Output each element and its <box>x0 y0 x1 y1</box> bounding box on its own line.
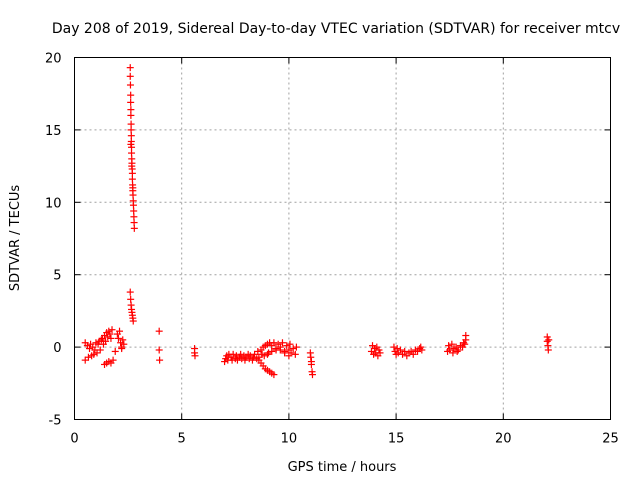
data-point <box>232 352 240 360</box>
y-tick-label: 0 <box>53 341 61 356</box>
data-point <box>108 326 116 334</box>
data-point <box>155 327 163 335</box>
data-point <box>286 340 294 348</box>
data-point <box>156 356 164 364</box>
y-tick-label: -5 <box>49 414 62 429</box>
data-point <box>119 336 127 344</box>
data-point <box>270 371 278 379</box>
data-point <box>281 349 289 357</box>
data-point <box>461 340 469 348</box>
data-point <box>291 350 299 358</box>
data-point <box>270 339 278 347</box>
y-axis-label: SDTVAR / TECUs <box>8 185 23 292</box>
tick-labels: 0 5 10 15 20 25 -5 0 5 10 15 20 <box>45 52 619 447</box>
data-point <box>278 339 286 347</box>
grid-lines <box>74 57 611 420</box>
data-point <box>292 343 300 351</box>
data-point <box>107 334 115 342</box>
data-point <box>272 345 280 353</box>
data-point <box>393 345 401 353</box>
data-point <box>449 349 457 357</box>
y-tick-label: 15 <box>45 124 62 139</box>
data-point <box>84 353 92 361</box>
x-tick-label: 5 <box>178 432 186 447</box>
data-point <box>445 342 453 350</box>
data-point <box>396 346 404 354</box>
data-point <box>268 347 276 355</box>
data-point <box>127 140 135 148</box>
data-point <box>289 345 297 353</box>
data-point <box>96 346 104 354</box>
x-axis-label: GPS time / hours <box>288 460 397 475</box>
data-point <box>106 330 114 338</box>
data-point <box>118 345 126 353</box>
data-point <box>401 347 409 355</box>
data-point <box>246 352 254 360</box>
data-point <box>260 352 268 360</box>
data-point <box>454 346 462 354</box>
data-point <box>453 347 461 355</box>
data-point <box>545 336 553 344</box>
data-point <box>126 72 134 80</box>
data-point <box>127 111 135 119</box>
data-point <box>97 336 105 344</box>
data-point <box>390 343 398 351</box>
data-point <box>127 91 135 99</box>
data-point <box>276 346 284 354</box>
data-point <box>307 353 315 361</box>
data-point <box>308 371 316 379</box>
data-point <box>102 337 110 345</box>
y-tick-label: 10 <box>45 196 62 211</box>
data-point <box>285 352 293 360</box>
data-point <box>418 346 426 354</box>
data-point <box>263 350 271 358</box>
x-tick-label: 0 <box>70 432 78 447</box>
data-point <box>111 347 119 355</box>
data-point <box>462 336 470 344</box>
data-point <box>155 346 163 354</box>
data-point <box>114 334 122 342</box>
data-point <box>283 342 291 350</box>
data-point <box>229 350 237 358</box>
data-point <box>130 224 138 232</box>
data-point <box>265 349 273 357</box>
data-point <box>116 327 124 335</box>
data-point <box>254 347 262 355</box>
y-tick-label: 5 <box>53 269 61 284</box>
x-tick-label: 15 <box>388 432 405 447</box>
data-point <box>126 81 134 89</box>
data-point <box>109 356 117 364</box>
data-point <box>128 162 136 170</box>
data-point <box>543 337 551 345</box>
data-point <box>90 350 98 358</box>
x-tick-label: 25 <box>602 432 619 447</box>
x-tick-label: 20 <box>495 432 512 447</box>
data-point <box>191 352 199 360</box>
data-point <box>409 350 417 358</box>
data-point <box>544 346 552 354</box>
plot-frame <box>74 57 611 420</box>
y-tick-label: 20 <box>45 52 62 67</box>
axis-ticks <box>74 57 611 420</box>
data-point <box>376 349 384 357</box>
data-point <box>120 340 128 348</box>
data-point <box>237 350 245 358</box>
data-point <box>448 340 456 348</box>
chart-title: Day 208 of 2019, Sidereal Day-to-day VTE… <box>52 21 620 37</box>
data-points <box>81 64 553 379</box>
x-tick-label: 10 <box>281 432 298 447</box>
data-point <box>127 98 135 106</box>
data-point <box>126 64 134 72</box>
data-point <box>86 345 94 353</box>
data-point <box>129 184 137 192</box>
data-point <box>307 360 315 368</box>
data-point <box>129 317 137 325</box>
data-point <box>126 288 134 296</box>
